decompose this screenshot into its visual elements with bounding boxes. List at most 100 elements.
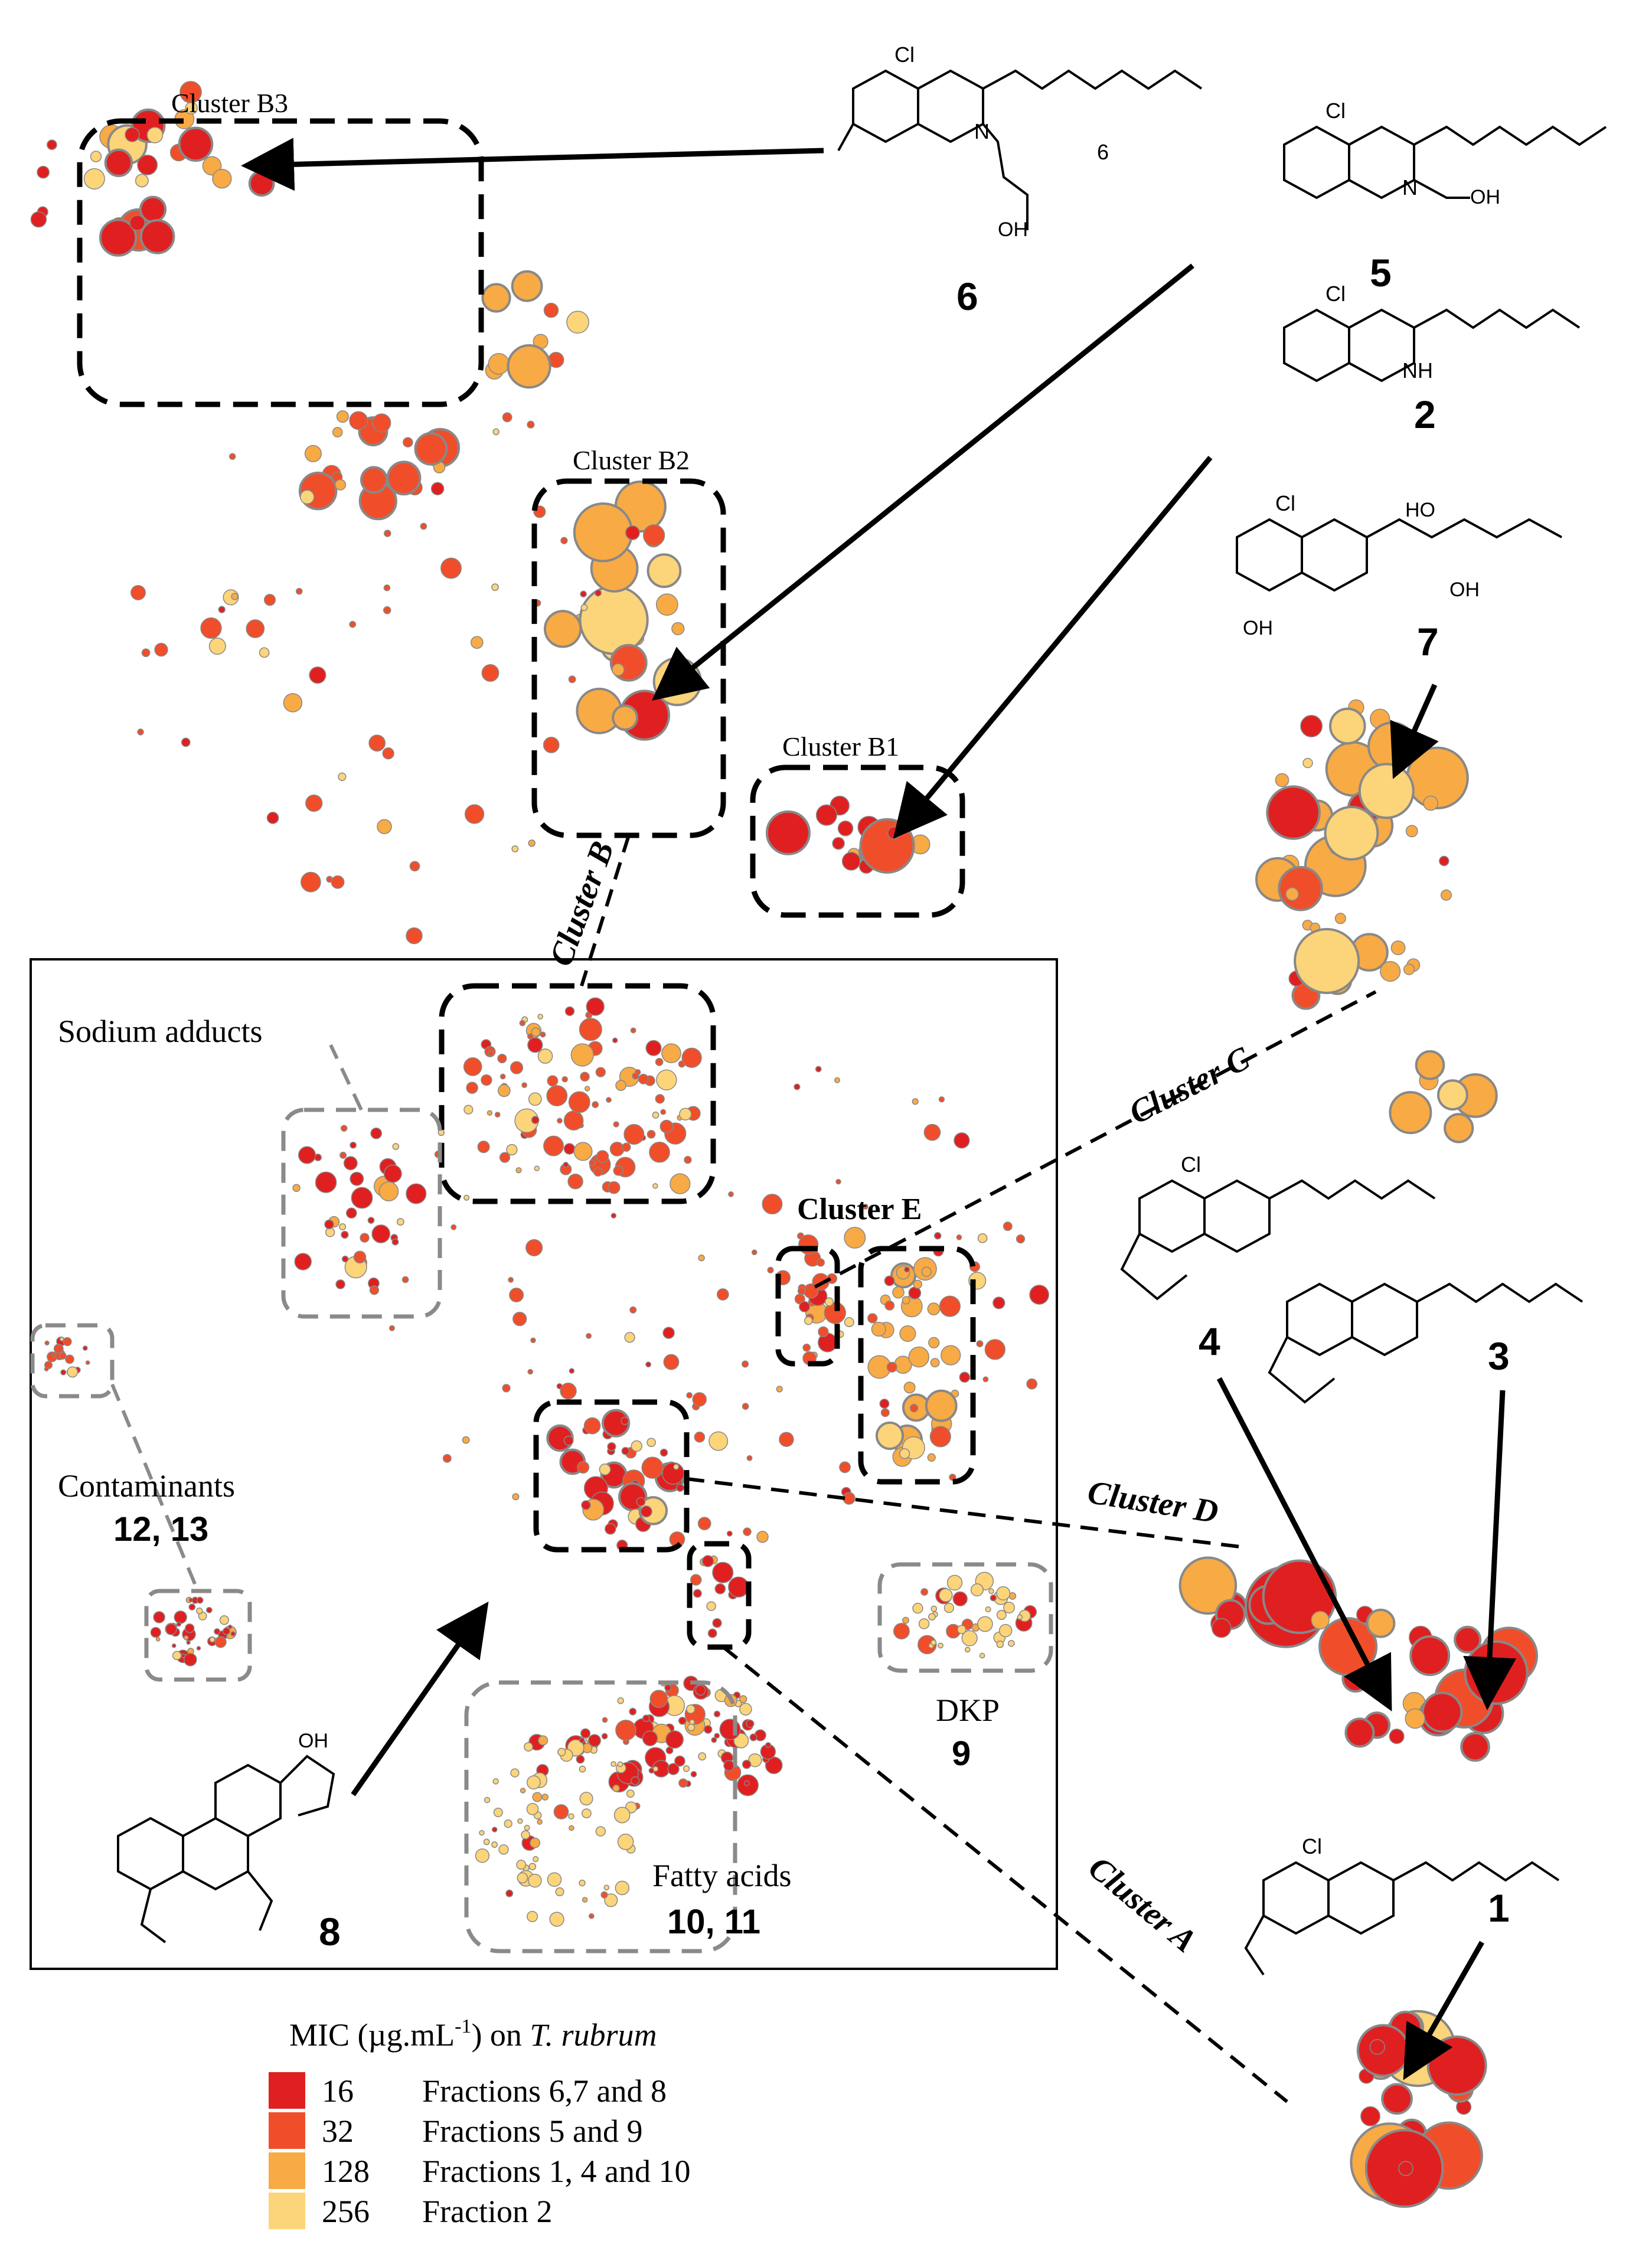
network-node bbox=[662, 1462, 685, 1485]
network-node bbox=[492, 428, 499, 436]
network-node bbox=[931, 1639, 937, 1646]
cluster-e-box-left bbox=[775, 1246, 840, 1367]
contaminants-label: Contaminants bbox=[58, 1468, 235, 1504]
network-node bbox=[481, 1074, 492, 1086]
network-node bbox=[979, 1652, 985, 1659]
network-node bbox=[647, 1438, 656, 1448]
network-node bbox=[580, 1728, 591, 1739]
network-node bbox=[546, 1085, 568, 1107]
cluster-e-box-right bbox=[858, 1246, 976, 1485]
network-node bbox=[563, 1162, 569, 1168]
network-node bbox=[621, 1416, 629, 1425]
network-node bbox=[605, 1523, 616, 1535]
network-node bbox=[491, 1841, 498, 1848]
network-node bbox=[202, 156, 222, 176]
legend-swatch bbox=[269, 2193, 305, 2229]
network-node bbox=[920, 1588, 929, 1596]
network-node bbox=[30, 211, 47, 228]
dkp-id: 9 bbox=[952, 1734, 971, 1773]
network-node bbox=[843, 1492, 856, 1505]
arrow-5-to-b2 bbox=[651, 263, 1194, 701]
network-node bbox=[638, 1073, 649, 1084]
network-node bbox=[544, 610, 582, 648]
network-node bbox=[537, 1048, 553, 1064]
atom-oh: OH bbox=[1470, 186, 1500, 208]
network-node bbox=[547, 1075, 559, 1087]
network-node bbox=[943, 1602, 955, 1613]
network-node bbox=[582, 1808, 592, 1819]
network-node bbox=[712, 1618, 722, 1628]
network-node bbox=[212, 169, 232, 189]
network-node bbox=[1406, 746, 1469, 810]
network-node bbox=[927, 1453, 936, 1462]
legend-label: Fractions 1, 4 and 10 bbox=[422, 2154, 690, 2189]
network-node bbox=[996, 1640, 1004, 1648]
structure-4 bbox=[1120, 1179, 1436, 1301]
network-node bbox=[615, 1880, 630, 1896]
network-node bbox=[976, 1340, 984, 1348]
network-node bbox=[420, 522, 427, 530]
network-node bbox=[345, 1207, 357, 1219]
network-node bbox=[908, 1346, 930, 1368]
network-node bbox=[527, 1037, 543, 1053]
network-node bbox=[647, 553, 682, 589]
network-node bbox=[714, 1733, 720, 1739]
network-node bbox=[1300, 715, 1323, 737]
network-node bbox=[581, 1500, 591, 1510]
network-node bbox=[150, 1626, 161, 1638]
network-node bbox=[921, 1266, 932, 1277]
network-node bbox=[990, 1595, 997, 1602]
network-node bbox=[569, 1825, 574, 1831]
cluster-a-label: Cluster A bbox=[1082, 1849, 1203, 1959]
network-node bbox=[521, 1082, 527, 1088]
network-node bbox=[176, 1622, 182, 1627]
network-node bbox=[579, 1765, 586, 1773]
network-node bbox=[941, 1345, 961, 1365]
network-node bbox=[626, 1789, 635, 1798]
network-node bbox=[667, 1763, 680, 1775]
network-node bbox=[205, 1606, 213, 1613]
network-node bbox=[912, 1603, 923, 1614]
network-node bbox=[528, 1873, 542, 1888]
legend-title-sup: -1 bbox=[455, 2015, 471, 2037]
legend-title-mid: ) on bbox=[471, 2017, 530, 2053]
network-node bbox=[613, 1165, 624, 1176]
network-node bbox=[196, 1596, 204, 1604]
network-node bbox=[528, 839, 536, 847]
network-node bbox=[360, 1233, 370, 1243]
network-node bbox=[576, 1755, 585, 1764]
network-node bbox=[604, 1893, 618, 1907]
network-node bbox=[560, 537, 568, 544]
legend-value: 32 bbox=[322, 2113, 354, 2149]
network-node bbox=[383, 606, 391, 615]
network-node bbox=[531, 1027, 541, 1037]
network-node bbox=[797, 1287, 806, 1295]
network-node bbox=[1329, 707, 1366, 745]
atom-cl: Cl bbox=[1325, 282, 1346, 306]
network-node bbox=[818, 1326, 829, 1338]
network-node bbox=[139, 219, 175, 254]
network-node bbox=[683, 1765, 690, 1772]
network-node bbox=[533, 1856, 539, 1863]
network-node bbox=[209, 1636, 216, 1643]
network-node bbox=[871, 1321, 886, 1337]
network-node bbox=[573, 1142, 593, 1161]
network-node bbox=[711, 1737, 717, 1743]
network-node bbox=[645, 1040, 662, 1056]
network-node bbox=[475, 1848, 490, 1863]
network-node bbox=[183, 1652, 197, 1667]
network-node bbox=[222, 1627, 231, 1635]
network-node bbox=[196, 1646, 201, 1651]
network-node bbox=[1278, 865, 1323, 912]
network-node bbox=[63, 1337, 72, 1347]
compound-4-label: 4 bbox=[1199, 1319, 1220, 1363]
network-node bbox=[349, 411, 368, 430]
network-node bbox=[600, 1891, 608, 1899]
structure-6 bbox=[837, 69, 1203, 230]
network-node bbox=[479, 1830, 485, 1836]
network-node bbox=[676, 1484, 684, 1492]
network-node bbox=[949, 1474, 956, 1481]
network-node bbox=[661, 1043, 681, 1063]
network-node bbox=[802, 1343, 811, 1352]
network-node bbox=[716, 1288, 729, 1301]
